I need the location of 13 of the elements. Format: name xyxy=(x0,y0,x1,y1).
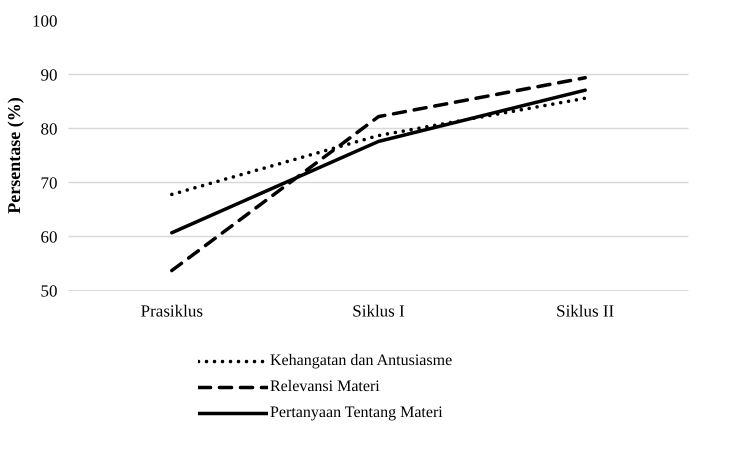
y-tick-label: 80 xyxy=(40,120,58,138)
y-tick-label: 90 xyxy=(40,66,58,84)
y-tick-label: 60 xyxy=(40,228,58,246)
legend-label: Pertanyaan Tentang Materi xyxy=(270,404,443,422)
y-tick-label: 50 xyxy=(40,282,58,300)
x-tick-label: Siklus I xyxy=(352,302,406,320)
legend-label: Relevansi Materi xyxy=(270,378,380,396)
x-tick-label: Siklus II xyxy=(556,302,615,320)
x-tick-label: Prasiklus xyxy=(140,302,204,320)
legend-label: Kehangatan dan Antusiasme xyxy=(270,352,452,370)
y-tick-label: 70 xyxy=(40,174,58,192)
y-axis-title: Persentase (%) xyxy=(4,97,24,214)
y-tick-label: 100 xyxy=(32,12,58,30)
